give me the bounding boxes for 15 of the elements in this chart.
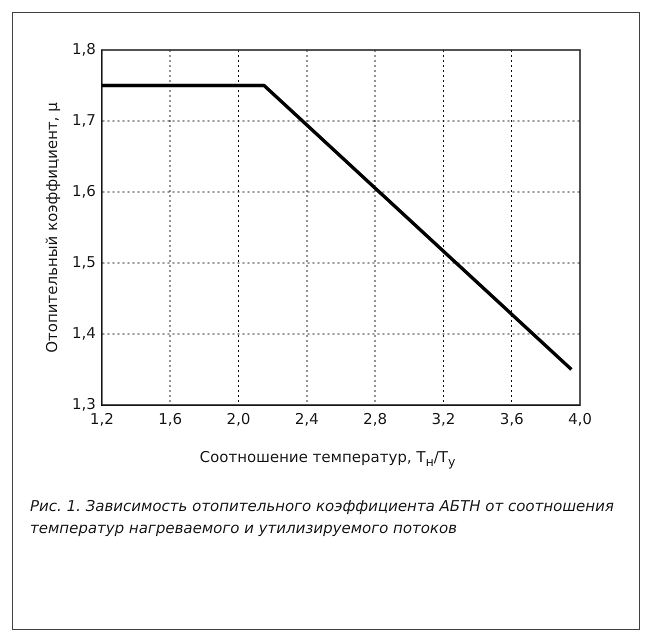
x-tick-label: 2,4	[294, 410, 319, 428]
x-axis-title: Соотношение температур, T$_{н}$/T$_{у}$	[198, 448, 456, 469]
x-tick-label: 2,0	[226, 410, 250, 428]
x-tick-label: 1,6	[158, 410, 182, 428]
x-tick-label: 2,8	[363, 410, 388, 428]
y-tick-label: 1,6	[72, 182, 96, 200]
x-tick-label: 3,2	[431, 410, 456, 428]
y-tick-label: 1,8	[72, 40, 96, 58]
y-tick-label: 1,4	[72, 324, 96, 342]
y-axis-title: Отопительный коэффициент, μ	[42, 102, 61, 353]
text: Рис. 1. Зависимость отопительного коэффициента АБТН от соотношения температур нагреваемого и утилизируемого потоков	[30, 496, 615, 539]
x-tick-label: 4,0	[568, 410, 592, 428]
y-tick-label: 1,7	[72, 110, 96, 129]
y-tick-label: 1,5	[72, 252, 96, 271]
x-tick-label: 3,6	[500, 410, 524, 428]
